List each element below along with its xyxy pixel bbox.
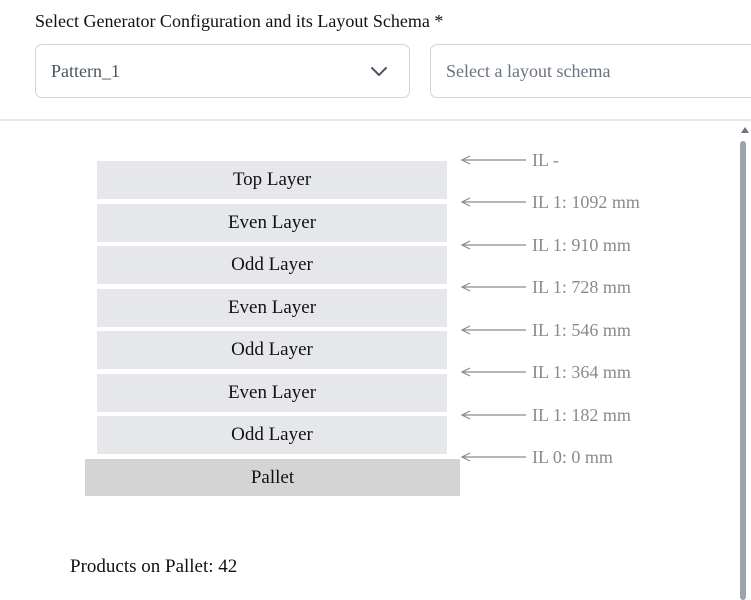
- interlayer-label: IL 1: 182 mm: [460, 404, 631, 426]
- config-schema-label: Select Generator Configuration and its L…: [35, 11, 444, 31]
- layout-schema-placeholder: Select a layout schema: [446, 60, 611, 81]
- scroll-up-arrow-icon[interactable]: [740, 125, 750, 135]
- layer-odd: Odd Layer: [97, 331, 447, 369]
- interlayer-text: IL 1: 728 mm: [532, 276, 631, 297]
- interlayer-label: IL 1: 728 mm: [460, 276, 631, 298]
- layer-even: Even Layer: [97, 374, 447, 412]
- left-arrow-icon: [460, 282, 526, 292]
- interlayer-label: IL 1: 364 mm: [460, 361, 631, 383]
- interlayer-label: IL 0: 0 mm: [460, 446, 613, 468]
- left-arrow-icon: [460, 367, 526, 377]
- interlayer-text: IL 0: 0 mm: [532, 446, 613, 467]
- left-arrow-icon: [460, 197, 526, 207]
- generator-config-value: Pattern_1: [51, 60, 120, 81]
- interlayer-text: IL 1: 546 mm: [532, 319, 631, 340]
- chevron-down-icon[interactable]: [369, 62, 389, 82]
- left-arrow-icon: [460, 155, 526, 165]
- interlayer-text: IL 1: 1092 mm: [532, 191, 640, 212]
- layer-top: Top Layer: [97, 161, 447, 199]
- left-arrow-icon: [460, 325, 526, 335]
- scrollbar-thumb[interactable]: [740, 141, 746, 600]
- pallet-base: Pallet: [85, 459, 460, 496]
- vertical-scrollbar[interactable]: [739, 125, 751, 600]
- layer-odd: Odd Layer: [97, 416, 447, 454]
- interlayer-label: IL 1: 546 mm: [460, 319, 631, 341]
- layer-even: Even Layer: [97, 289, 447, 327]
- interlayer-label: IL 1: 910 mm: [460, 234, 631, 256]
- interlayer-text: IL 1: 182 mm: [532, 404, 631, 425]
- generator-config-select[interactable]: Pattern_1: [35, 44, 410, 98]
- left-arrow-icon: [460, 452, 526, 462]
- interlayer-text: IL 1: 364 mm: [532, 361, 631, 382]
- products-on-pallet: Products on Pallet: 42: [70, 556, 238, 577]
- interlayer-text: IL 1: 910 mm: [532, 234, 631, 255]
- left-arrow-icon: [460, 410, 526, 420]
- interlayer-label: IL -: [460, 149, 559, 171]
- layer-even: Even Layer: [97, 204, 447, 242]
- section-divider: [0, 119, 751, 121]
- interlayer-label: IL 1: 1092 mm: [460, 191, 640, 213]
- interlayer-text: IL -: [532, 149, 559, 170]
- left-arrow-icon: [460, 240, 526, 250]
- layer-odd: Odd Layer: [97, 246, 447, 284]
- layout-schema-select[interactable]: Select a layout schema: [430, 44, 751, 98]
